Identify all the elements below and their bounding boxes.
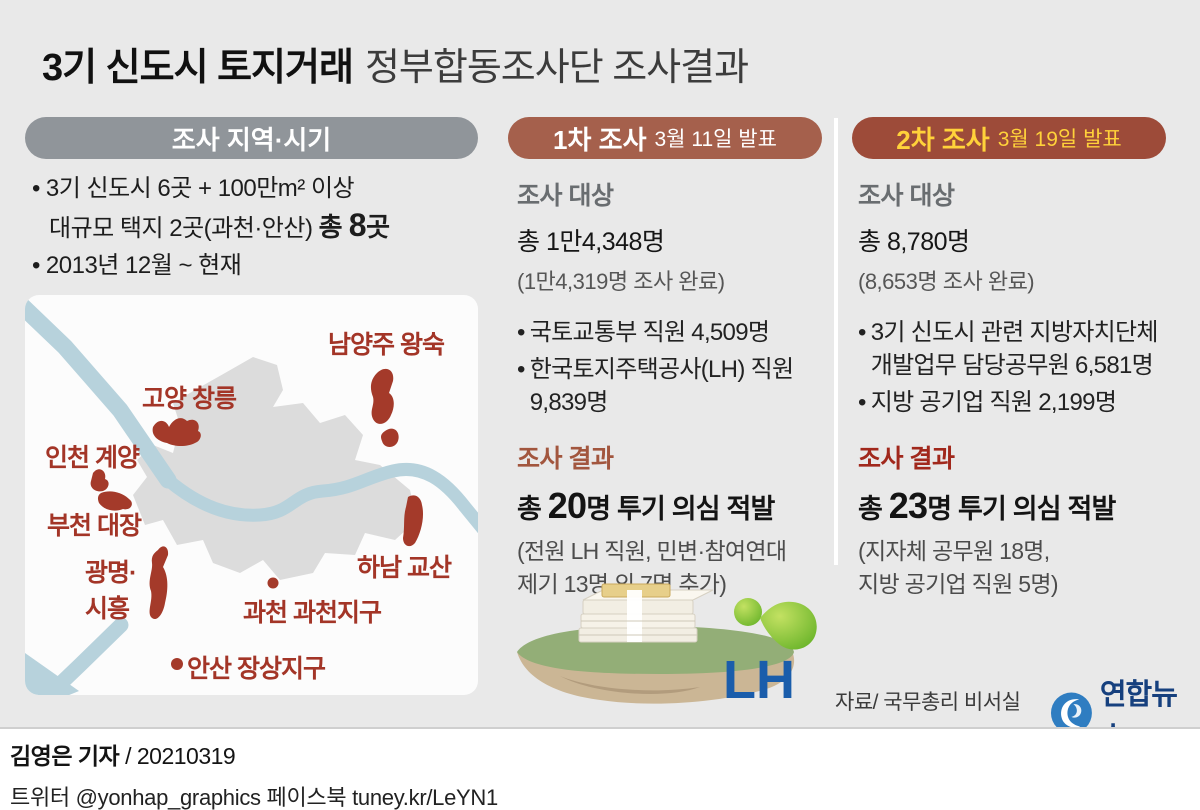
river-southwest-wedge <box>25 653 79 695</box>
region-bullets: 3기 신도시 6곳 + 100만m² 이상 대규모 택지 2곳(과천·안산) 총… <box>32 170 482 284</box>
region-total-sites: 총 8곳 <box>318 207 390 243</box>
area-gwangmyeong-siheung <box>149 546 169 620</box>
map-label-namyangju-wangsuk: 남양주 왕숙 <box>328 331 445 359</box>
survey1-target-done: (1만4,319명 조사 완료) <box>517 269 725 294</box>
survey2-panel: 조사 대상 총 8,780명 (8,653명 조사 완료) • 3기 신도시 관련… <box>858 176 1188 601</box>
survey1-badge-label: 1차 조사 <box>553 124 647 155</box>
area-bucheon-daejang <box>97 491 132 511</box>
korea-map-panel: 남양주 왕숙 고양 창릉 인천 계양 부천 대장 광명· 시흥 하남 교산 과천 … <box>25 295 478 695</box>
lh-land-illustration: LH <box>505 580 835 714</box>
map-label-ansan: 안산 장상지구 <box>187 655 326 683</box>
survey1-badge: 1차 조사 3월 11일 발표 <box>508 117 822 159</box>
map-label-bucheon-daejang: 부천 대장 <box>47 512 142 540</box>
survey2-target-heading: 조사 대상 <box>858 182 955 210</box>
survey2-bullet-1: • 3기 신도시 관련 지방자치단체 개발업무 담당공무원 6,581명 <box>858 319 1159 379</box>
map-label-goyang-changneung: 고양 창릉 <box>142 385 237 413</box>
map-label-gwangmyeong-siheung: 광명· 시흥 <box>85 559 137 623</box>
area-hanam-gyosan <box>403 495 424 547</box>
dot-ansan <box>171 658 183 670</box>
river-northwest <box>25 296 177 489</box>
survey2-result-heading: 조사 결과 <box>858 445 955 473</box>
map-label-gwacheon: 과천 과천지구 <box>243 599 382 627</box>
title-emphasis: 3기 신도시 토지거래 <box>42 47 354 89</box>
area-namyangju-wangsuk-south <box>381 428 399 447</box>
survey1-bullet-2: • 한국토지주택공사(LH) 직원 9,839명 <box>517 356 794 416</box>
land-soil-shadow <box>560 676 700 694</box>
svg-text:LH: LH <box>723 650 795 710</box>
source-credit: 자료/ 국무총리 비서실 <box>835 691 1021 714</box>
title-rest: 정부합동조사단 조사결과 <box>364 47 749 89</box>
lh-logo: LH <box>723 598 817 710</box>
yonhap-logo-icon <box>1050 692 1092 734</box>
korea-map-graphic <box>25 296 478 695</box>
survey1-bullet-1: • 국토교통부 직원 4,509명 <box>517 319 770 346</box>
region-bullet-1-line-2: 대규모 택지 2곳(과천·안산) 총 8곳 <box>49 207 390 243</box>
survey2-result-number: 23 <box>888 485 928 526</box>
region-bullet-2: 2013년 12월 ~ 현재 <box>32 247 482 284</box>
dot-gwacheon <box>267 577 279 589</box>
survey2-bullet-2: • 지방 공기업 직원 2,199명 <box>858 389 1117 416</box>
river-han <box>161 463 478 534</box>
footer: 김영은 기자 / 20210319 트위터 @yonhap_graphics 페… <box>0 727 1200 810</box>
map-label-incheon-gyeyang: 인천 계양 <box>45 444 140 472</box>
survey2-target-done: (8,653명 조사 완료) <box>858 269 1035 294</box>
money-stack-icon <box>578 583 714 643</box>
column-divider <box>834 118 838 565</box>
survey2-badge-label: 2차 조사 <box>896 124 990 155</box>
survey1-target-heading: 조사 대상 <box>517 182 614 210</box>
page-title: 3기 신도시 토지거래 정부합동조사단 조사결과 <box>42 36 749 91</box>
river-southwest <box>37 617 129 695</box>
region-panel-header-label: 조사 지역·시기 <box>171 124 332 155</box>
survey1-bullets: • 국토교통부 직원 4,509명 • 한국토지주택공사(LH) 직원 9,839명 <box>517 316 847 419</box>
survey2-badge-date: 3월 19일 발표 <box>997 128 1122 151</box>
survey1-badge-date: 3월 11일 발표 <box>654 128 777 151</box>
survey2-result-detail: (지자체 공무원 18명, 지방 공기업 직원 5명) <box>858 538 1059 597</box>
map-label-hanam-gyosan: 하남 교산 <box>357 554 452 582</box>
footer-byline: 김영은 기자 / 20210319 <box>10 743 236 769</box>
survey1-result-heading: 조사 결과 <box>517 445 614 473</box>
survey1-result-number: 20 <box>547 485 587 526</box>
area-namyangju-wangsuk <box>370 368 394 424</box>
region-panel-header: 조사 지역·시기 <box>25 117 478 159</box>
survey1-result-line: 총 20명 투기 의심 적발 <box>517 485 775 526</box>
survey2-bullets: • 3기 신도시 관련 지방자치단체 개발업무 담당공무원 6,581명 • 지방 공… <box>858 316 1188 419</box>
region-bullet-1-line-1: 3기 신도시 6곳 + 100만m² 이상 <box>32 170 482 207</box>
survey1-target-total: 총 1만4,348명 <box>517 228 665 256</box>
footer-social-links: 트위터 @yonhap_graphics 페이스북 tuney.kr/LeYN1 <box>10 785 498 810</box>
survey1-panel: 조사 대상 총 1만4,348명 (1만4,319명 조사 완료) • 국토교통부… <box>517 176 847 601</box>
survey2-badge: 2차 조사 3월 19일 발표 <box>852 117 1166 159</box>
land-soil-shape <box>517 652 795 704</box>
survey2-result-line: 총 23명 투기 의심 적발 <box>858 485 1116 526</box>
area-incheon-gyeyang <box>90 469 109 492</box>
area-goyang-changneung <box>152 418 201 446</box>
survey2-target-total: 총 8,780명 <box>858 228 970 256</box>
seoul-silhouette-shape <box>133 357 417 580</box>
